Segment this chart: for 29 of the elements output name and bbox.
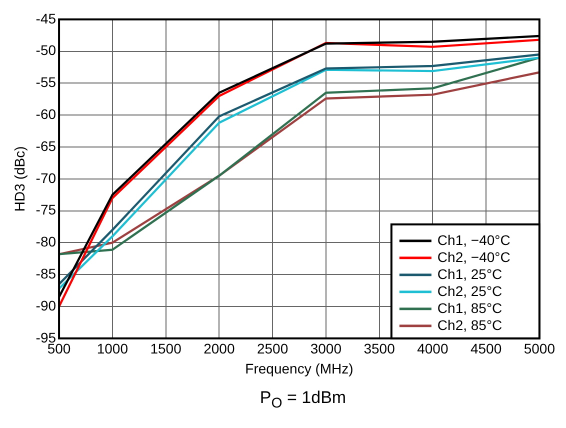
x-tick-label: 4000 [417,340,448,357]
y-tick-label: -70 [36,170,56,186]
y-axis-title: HD3 (dBc) [11,146,28,212]
legend-label: Ch1, 85°C [437,300,502,316]
text: P$_{O}$ = 1dBm [258,388,348,412]
y-tick-label: -65 [36,138,56,154]
y-tick-label: -90 [36,297,56,314]
y-tick-label: -80 [36,234,56,250]
x-axis-title: Frequency (MHz) [245,360,354,376]
x-tick-label: 3000 [310,340,342,357]
legend-label: Ch2, 85°C [437,316,502,333]
y-tick-label: -45 [36,10,56,26]
y-tick-label: -75 [36,202,56,218]
y-tick-label: -85 [36,265,56,282]
legend-label: Ch2, 25°C [437,282,502,299]
legend-label: Ch1, 25°C [437,266,502,282]
x-tick-label: 5000 [524,340,556,357]
y-tick-label: -50 [36,42,56,58]
x-tick-label: 1000 [96,340,128,357]
x-tick-label: 2000 [204,340,235,357]
x-tick-label: 4500 [470,340,502,357]
y-tick-label: -60 [36,106,56,122]
legend-label: Ch1, −40°C [437,232,510,248]
y-tick-label: -55 [36,74,56,90]
x-tick-label: 3500 [364,340,396,357]
y-tick-label: -95 [36,329,56,346]
x-tick-label: 1500 [150,340,182,357]
x-tick-label: 2500 [256,340,288,357]
legend-label: Ch2, −40°C [437,248,510,265]
